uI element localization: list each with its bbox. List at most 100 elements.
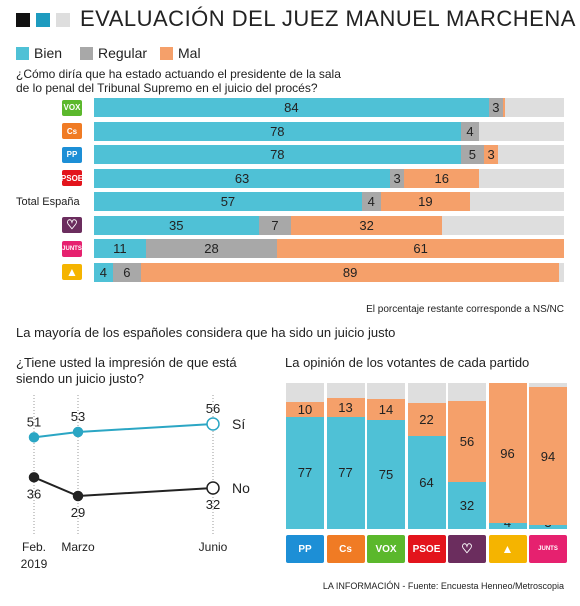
legend-label-mal: Mal <box>178 45 201 61</box>
bar-segment-mal: 13 <box>326 397 365 417</box>
data-label: 29 <box>71 505 85 520</box>
data-label: 3 <box>492 100 500 115</box>
bar-segment-bien: 11 <box>94 239 146 258</box>
unidas-podemos-heart-logo: ♡ <box>448 535 486 563</box>
footnote: El porcentaje restante corresponde a NS/… <box>366 304 564 315</box>
data-label: 4 <box>99 264 108 280</box>
data-label: 57 <box>220 194 236 209</box>
data-point <box>72 490 84 502</box>
bar-segment-bien: 77 <box>286 416 324 529</box>
series-label: Sí <box>232 416 245 432</box>
data-label: 36 <box>27 486 41 501</box>
data-label: 35 <box>169 217 184 233</box>
data-label: 7 <box>271 217 279 233</box>
bar-segment-regular: 28 <box>145 239 278 258</box>
bar-segment-regular: 5 <box>460 145 485 164</box>
data-point <box>206 417 220 431</box>
data-label: 4 <box>504 523 511 529</box>
bar-segment-regular: 4 <box>460 121 480 141</box>
question-3: La opinión de los votantes de cada parti… <box>285 355 530 370</box>
data-point <box>28 432 40 443</box>
bar-column: 13 77 <box>326 383 365 529</box>
data-label: 94 <box>540 448 556 464</box>
data-point <box>28 472 40 483</box>
psoe-logo: PSOE <box>61 170 83 186</box>
data-label: 61 <box>413 241 428 256</box>
bar-column: 10 77 <box>286 383 324 529</box>
title-square-blue <box>36 13 50 27</box>
data-label: 16 <box>434 170 450 186</box>
vox-logo: VOX <box>62 99 82 116</box>
bar-segment-bien: 4 <box>94 262 113 282</box>
series-line-si <box>33 423 214 439</box>
bar-segment-bien: 63 <box>94 168 391 188</box>
data-point <box>206 481 220 495</box>
bar-segment-mal: 19 <box>380 192 470 211</box>
bar-segment-bien: 84 <box>94 98 489 117</box>
legend-label-bien: Bien <box>34 45 63 61</box>
data-label: 77 <box>297 465 313 481</box>
bar-segment-regular: 4 <box>361 192 381 211</box>
data-label: 78 <box>270 123 285 139</box>
bar-segment-mal: 3 <box>484 145 499 164</box>
legend-label-regular: Regular <box>98 45 148 61</box>
ciudadanos-logo: Cs <box>326 535 365 563</box>
bar-segment-mal <box>502 98 506 117</box>
bar-segment-bien: 75 <box>367 419 405 529</box>
x-tick-label: Marzo <box>61 540 95 554</box>
bar-segment-mal: 16 <box>404 168 480 188</box>
legend-bien: Bien <box>16 45 63 61</box>
chart-title: EVALUACIÓN DEL JUEZ MANUEL MARCHENA <box>80 6 576 31</box>
psoe-logo: PSOE <box>407 535 446 563</box>
x-tick-label: Feb. <box>22 540 46 554</box>
bar-column: 22 64 <box>407 383 446 529</box>
bar-segment-regular: 3 <box>488 98 503 117</box>
data-label: 22 <box>419 412 434 427</box>
subheading: La mayoría de los españoles considera qu… <box>16 325 396 340</box>
bar-segment-bien: 3 <box>529 524 567 529</box>
bar-segment-bien: 77 <box>326 416 365 529</box>
data-label: 32 <box>459 498 475 514</box>
legend-mal: Mal <box>160 45 201 61</box>
bar-row: 4 6 89 <box>94 262 564 282</box>
data-label: 28 <box>204 241 219 256</box>
x-tick-label: Junio <box>199 540 228 554</box>
data-label: 63 <box>234 170 250 186</box>
legend-regular: Regular <box>80 45 148 61</box>
data-label: 75 <box>378 466 394 482</box>
data-point <box>72 426 84 438</box>
title-square-black <box>16 13 30 27</box>
legend-swatch-mal <box>160 46 173 60</box>
data-label: 19 <box>418 194 433 209</box>
data-label: 51 <box>27 414 41 429</box>
x-tick-label: 2019 <box>21 557 48 571</box>
data-label: 10 <box>297 402 313 417</box>
data-label: 77 <box>338 465 353 481</box>
line-chart: 51 53 56 Sí 36 29 32 No Feb. 2019 Marzo Junio <box>21 395 250 571</box>
data-label: 89 <box>342 264 358 280</box>
data-label: 11 <box>113 241 127 256</box>
row-label: Total España <box>16 195 80 208</box>
bar-segment-mal: 10 <box>286 402 324 417</box>
question-1: ¿Cómo diría que ha estado actuando el pr… <box>16 67 341 95</box>
bar-segment-regular: 6 <box>112 262 141 282</box>
data-label: 4 <box>466 123 474 139</box>
data-label: 3 <box>393 170 401 186</box>
bar-segment-mal: 32 <box>291 215 442 235</box>
bar-segment-mal: 94 <box>529 387 567 525</box>
data-label: 13 <box>338 399 353 415</box>
legend-swatch-bien <box>16 46 29 60</box>
bar-row: 35 7 32 <box>94 215 564 235</box>
data-label: 78 <box>270 147 285 162</box>
data-label: 56 <box>206 401 220 416</box>
junts-per-catalunya-logo: JUNTS <box>62 240 82 257</box>
unidas-podemos-heart-logo: ♡ <box>62 217 82 233</box>
data-label: 64 <box>419 474 434 490</box>
bar-segment-bien: 4 <box>488 523 527 529</box>
data-label: 14 <box>378 401 394 417</box>
bar-segment-bien: 32 <box>448 482 486 529</box>
bar-segment-mal: 22 <box>407 403 446 436</box>
erc-logo: ▲ <box>488 535 527 563</box>
bar-segment-mal: 89 <box>140 262 560 282</box>
data-label: 96 <box>500 445 515 461</box>
